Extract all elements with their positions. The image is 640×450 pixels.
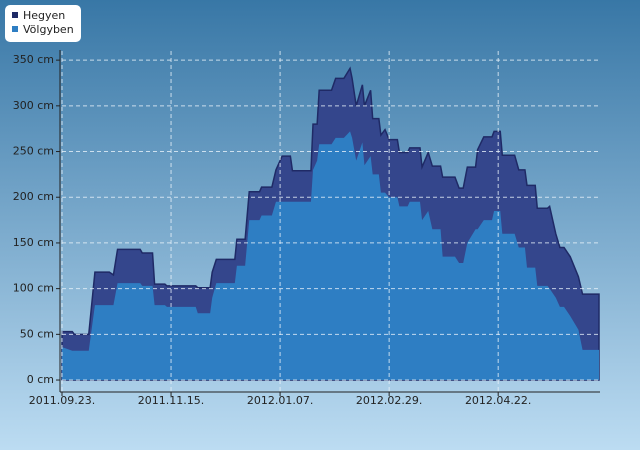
y-tick-label: 250 cm xyxy=(13,145,54,158)
legend xyxy=(5,5,81,42)
y-tick-label: 100 cm xyxy=(13,282,54,295)
x-tick-label: 2011.09.23. xyxy=(29,394,95,407)
legend-label: Völgyben xyxy=(23,23,74,36)
x-tick-label: 2012.02.29. xyxy=(356,394,422,407)
legend-marker xyxy=(12,26,18,32)
y-tick-label: 150 cm xyxy=(13,236,54,249)
y-tick-label: 200 cm xyxy=(13,190,54,203)
x-tick-label: 2012.01.07. xyxy=(247,394,313,407)
y-tick-label: 300 cm xyxy=(13,99,54,112)
legend-label: Hegyen xyxy=(23,9,65,22)
legend-marker xyxy=(12,12,18,18)
area xyxy=(62,131,599,381)
x-tick-label: 2012.04.22. xyxy=(465,394,531,407)
y-tick-label: 0 cm xyxy=(27,373,54,386)
y-tick-label: 350 cm xyxy=(13,53,54,66)
y-tick-label: 50 cm xyxy=(20,327,54,340)
x-tick-label: 2011.11.15. xyxy=(138,394,204,407)
